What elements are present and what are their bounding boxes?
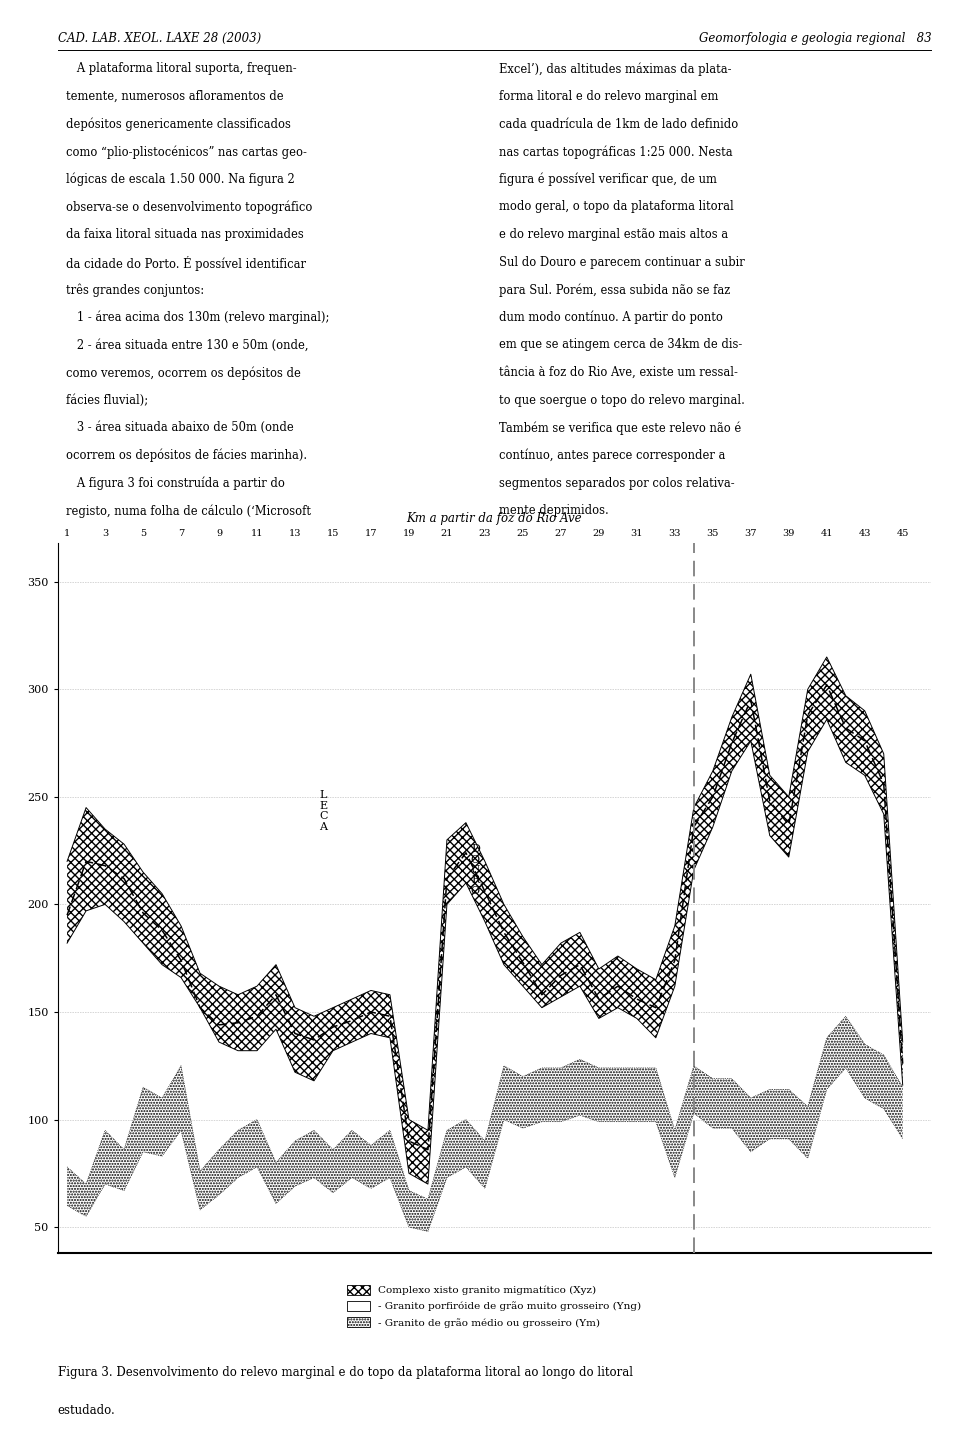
Text: L
E
C
A: L E C A	[320, 790, 327, 831]
Text: para Sul. Porém, essa subida não se faz: para Sul. Porém, essa subida não se faz	[499, 283, 730, 296]
Legend: Complexo xisto granito migmatítico (Xyz), - Granito porfiróide de grão muito gro: Complexo xisto granito migmatítico (Xyz)…	[343, 1280, 646, 1332]
Text: A plataforma litoral suporta, frequen-: A plataforma litoral suporta, frequen-	[66, 62, 297, 75]
Text: D
O
U
R
O: D O U R O	[470, 844, 480, 896]
Text: Também se verifica que este relevo não é: Também se verifica que este relevo não é	[499, 422, 741, 435]
Text: 1 - área acima dos 130m (relevo marginal);: 1 - área acima dos 130m (relevo marginal…	[66, 311, 329, 324]
Text: da cidade do Porto. É possível identificar: da cidade do Porto. É possível identific…	[66, 256, 306, 270]
Text: em que se atingem cerca de 34km de dis-: em que se atingem cerca de 34km de dis-	[499, 338, 742, 351]
Text: Geomorfologia e geologia regional   83: Geomorfologia e geologia regional 83	[699, 32, 931, 45]
Text: tância à foz do Rio Ave, existe um ressal-: tância à foz do Rio Ave, existe um ressa…	[499, 366, 737, 379]
Text: temente, numerosos afloramentos de: temente, numerosos afloramentos de	[66, 90, 284, 103]
Text: dum modo contínuo. A partir do ponto: dum modo contínuo. A partir do ponto	[499, 311, 723, 324]
Text: nas cartas topográficas 1:25 000. Nesta: nas cartas topográficas 1:25 000. Nesta	[499, 146, 732, 159]
Text: registo, numa folha de cálculo (‘Microsoft: registo, numa folha de cálculo (‘Microso…	[66, 504, 311, 517]
Text: lógicas de escala 1.50 000. Na figura 2: lógicas de escala 1.50 000. Na figura 2	[66, 173, 295, 186]
Text: ocorrem os depósitos de fácies marinha).: ocorrem os depósitos de fácies marinha).	[66, 449, 307, 462]
Text: A figura 3 foi construída a partir do: A figura 3 foi construída a partir do	[66, 477, 285, 490]
Text: estudado.: estudado.	[58, 1405, 115, 1418]
Text: 3 - área situada abaixo de 50m (onde: 3 - área situada abaixo de 50m (onde	[66, 422, 294, 435]
Text: e do relevo marginal estão mais altos a: e do relevo marginal estão mais altos a	[499, 228, 728, 241]
Text: observa-se o desenvolvimento topográfico: observa-se o desenvolvimento topográfico	[66, 201, 313, 214]
Text: Figura 3. Desenvolvimento do relevo marginal e do topo da plataforma litoral ao : Figura 3. Desenvolvimento do relevo marg…	[58, 1366, 633, 1379]
Text: mente deprimidos.: mente deprimidos.	[499, 504, 609, 517]
Text: forma litoral e do relevo marginal em: forma litoral e do relevo marginal em	[499, 90, 718, 103]
Text: to que soergue o topo do relevo marginal.: to que soergue o topo do relevo marginal…	[499, 393, 745, 406]
Text: 2 - área situada entre 130 e 50m (onde,: 2 - área situada entre 130 e 50m (onde,	[66, 338, 309, 351]
Text: depósitos genericamente classificados: depósitos genericamente classificados	[66, 117, 291, 131]
Text: figura é possível verificar que, de um: figura é possível verificar que, de um	[499, 173, 717, 186]
Text: três grandes conjuntos:: três grandes conjuntos:	[66, 283, 204, 296]
Text: da faixa litoral situada nas proximidades: da faixa litoral situada nas proximidade…	[66, 228, 304, 241]
Text: como veremos, ocorrem os depósitos de: como veremos, ocorrem os depósitos de	[66, 366, 301, 380]
Text: modo geral, o topo da plataforma litoral: modo geral, o topo da plataforma litoral	[499, 201, 733, 214]
Text: Sul do Douro e parecem continuar a subir: Sul do Douro e parecem continuar a subir	[499, 256, 745, 269]
Text: como “plio-plistocénicos” nas cartas geo-: como “plio-plistocénicos” nas cartas geo…	[66, 146, 307, 159]
Text: cada quadrícula de 1km de lado definido: cada quadrícula de 1km de lado definido	[499, 117, 738, 131]
X-axis label: Km a partir da foz do Rio Ave: Km a partir da foz do Rio Ave	[407, 512, 582, 525]
Text: segmentos separados por colos relativa-: segmentos separados por colos relativa-	[499, 477, 734, 490]
Text: fácies fluvial);: fácies fluvial);	[66, 393, 149, 406]
Text: CAD. LAB. XEOL. LAXE 28 (2003): CAD. LAB. XEOL. LAXE 28 (2003)	[58, 32, 261, 45]
Text: Excel’), das altitudes máximas da plata-: Excel’), das altitudes máximas da plata-	[499, 62, 732, 77]
Text: contínuo, antes parece corresponder a: contínuo, antes parece corresponder a	[499, 449, 725, 462]
